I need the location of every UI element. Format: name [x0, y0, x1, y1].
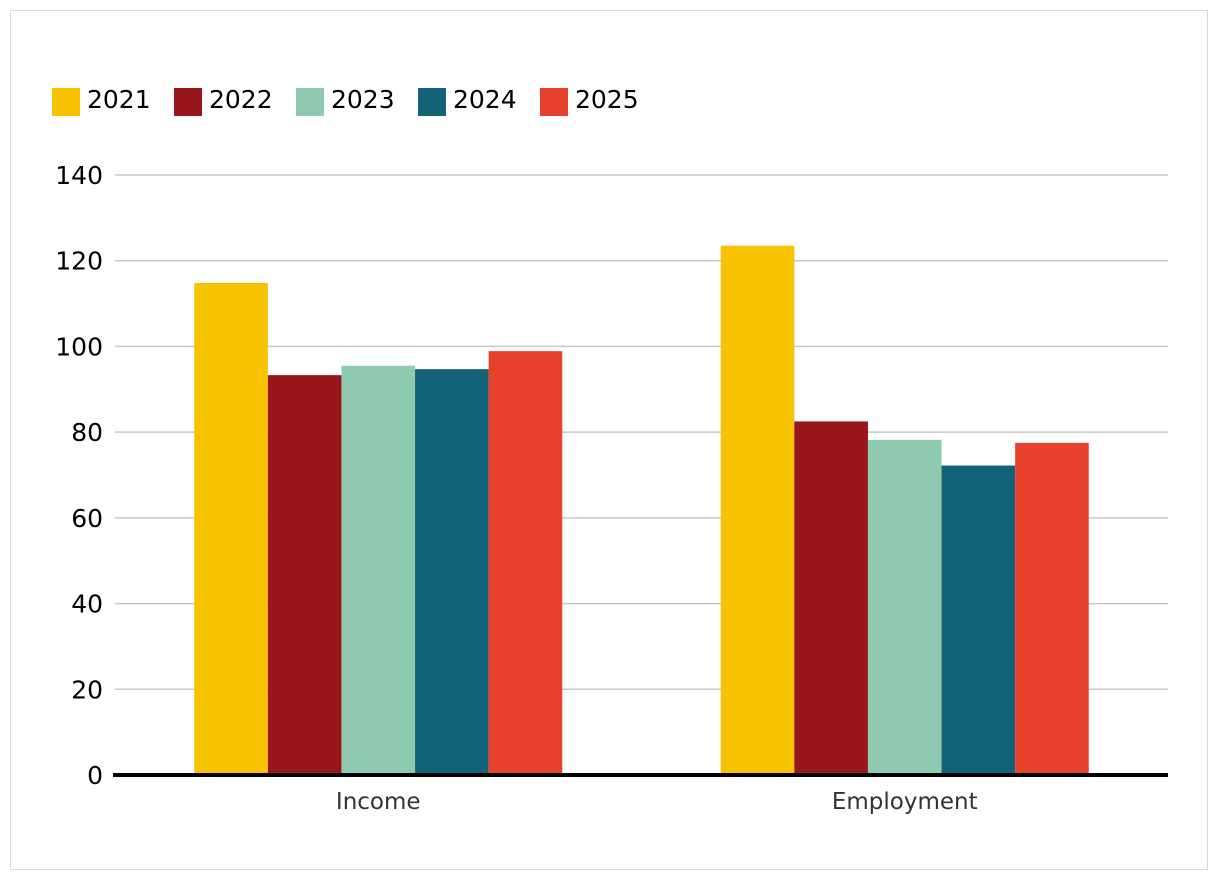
legend-label: 2021 [87, 85, 151, 114]
bar-2022-income [267, 375, 342, 775]
legend-swatch [296, 88, 324, 116]
y-tick-label: 20 [71, 675, 103, 704]
y-tick-label: 140 [55, 161, 103, 190]
legend-swatch [418, 88, 446, 116]
legend-item-2021: 2021 [52, 85, 151, 116]
y-axis-ticks: 0 20 40 60 80 100 120 140 [55, 161, 103, 790]
legend-label: 2024 [453, 85, 517, 114]
legend-item-2023: 2023 [296, 85, 395, 116]
legend: 2021 2022 2023 2024 2025 [52, 85, 639, 116]
y-tick-label: 40 [71, 590, 103, 619]
legend-item-2024: 2024 [418, 85, 517, 116]
y-tick-label: 120 [55, 247, 103, 276]
x-axis-category-labels: Income Employment [336, 789, 978, 815]
bar-2021-employment [720, 245, 795, 775]
bar-2023-income [341, 365, 416, 775]
y-tick-label: 0 [87, 761, 103, 790]
legend-swatch [540, 88, 568, 116]
y-tick-label: 100 [55, 332, 103, 361]
bar-2025-income [488, 351, 563, 775]
legend-item-2022: 2022 [174, 85, 273, 116]
x-category-label: Income [336, 789, 421, 815]
bar-2022-employment [794, 421, 868, 775]
legend-item-2025: 2025 [540, 85, 639, 116]
bar-2021-income [194, 283, 268, 775]
y-tick-label: 60 [71, 504, 103, 533]
legend-swatch [52, 88, 80, 116]
bar-2024-income [415, 369, 489, 775]
legend-swatch [174, 88, 202, 116]
legend-label: 2025 [575, 85, 639, 114]
bars [194, 245, 1089, 775]
legend-label: 2022 [209, 85, 273, 114]
legend-label: 2023 [331, 85, 395, 114]
x-category-label: Employment [832, 789, 978, 815]
bar-2025-employment [1015, 442, 1089, 775]
y-tick-label: 80 [71, 418, 103, 447]
bar-2024-employment [941, 465, 1016, 775]
bar-2023-employment [867, 439, 942, 775]
